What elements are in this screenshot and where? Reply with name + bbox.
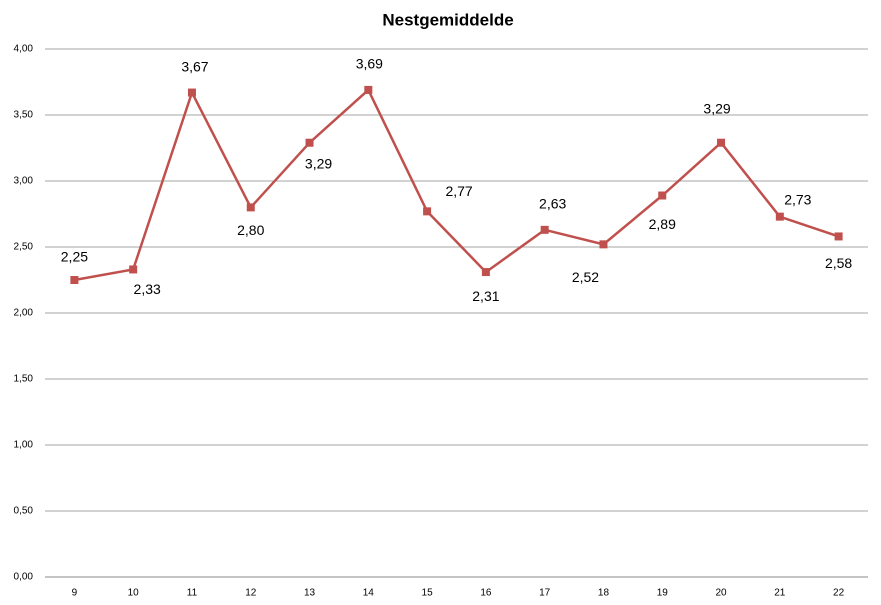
data-label: 2,80 bbox=[237, 222, 264, 238]
x-tick-label: 16 bbox=[480, 588, 492, 599]
y-tick-label: 0,50 bbox=[14, 506, 34, 517]
point-marker bbox=[775, 212, 784, 221]
data-label: 2,31 bbox=[472, 288, 499, 304]
data-label: 2,33 bbox=[134, 281, 161, 297]
point-marker bbox=[599, 240, 608, 249]
y-tick-label: 1,00 bbox=[14, 440, 34, 451]
data-label: 2,52 bbox=[572, 269, 599, 285]
x-tick-label: 12 bbox=[245, 588, 257, 599]
x-tick-label: 9 bbox=[72, 588, 78, 599]
y-tick-label: 4,00 bbox=[14, 44, 34, 55]
point-marker bbox=[364, 85, 373, 94]
data-label: 3,29 bbox=[305, 155, 332, 171]
data-label: 2,63 bbox=[539, 196, 566, 212]
y-tick-label: 0,00 bbox=[14, 572, 34, 583]
x-tick-label: 15 bbox=[422, 588, 434, 599]
data-label: 3,69 bbox=[356, 56, 383, 72]
data-label: 2,25 bbox=[61, 249, 88, 265]
y-tick-label: 3,50 bbox=[14, 110, 34, 121]
point-marker bbox=[834, 232, 843, 241]
data-label: 3,29 bbox=[703, 100, 730, 116]
x-tick-label: 11 bbox=[187, 588, 198, 599]
point-marker bbox=[70, 276, 79, 284]
point-marker bbox=[540, 225, 549, 234]
y-tick-label: 1,50 bbox=[14, 374, 34, 385]
data-label: 2,58 bbox=[825, 255, 852, 271]
y-tick-label: 2,50 bbox=[14, 242, 34, 253]
x-tick-label: 22 bbox=[833, 588, 845, 599]
data-label: 2,77 bbox=[445, 183, 472, 199]
x-tick-label: 20 bbox=[715, 588, 727, 599]
y-tick-label: 2,00 bbox=[14, 308, 34, 319]
point-marker bbox=[481, 268, 490, 277]
point-marker bbox=[187, 88, 196, 97]
x-tick-label: 21 bbox=[774, 588, 786, 599]
x-tick-label: 13 bbox=[304, 588, 316, 599]
point-marker bbox=[305, 138, 314, 147]
x-tick-label: 10 bbox=[128, 588, 140, 599]
x-tick-label: 18 bbox=[598, 588, 610, 599]
point-marker bbox=[129, 265, 138, 274]
point-marker bbox=[423, 207, 432, 216]
point-marker bbox=[658, 191, 667, 200]
point-marker bbox=[717, 138, 726, 147]
chart-title: Nestgemiddelde bbox=[382, 10, 513, 29]
point-marker bbox=[246, 203, 255, 212]
x-tick-label: 17 bbox=[539, 588, 551, 599]
x-tick-label: 14 bbox=[363, 588, 375, 599]
series-line bbox=[74, 87, 840, 282]
data-label: 2,89 bbox=[649, 216, 676, 232]
data-label: 2,73 bbox=[784, 191, 811, 207]
x-tick-label: 19 bbox=[657, 588, 669, 599]
y-tick-label: 3,00 bbox=[14, 176, 34, 187]
data-label: 3,67 bbox=[181, 58, 208, 74]
